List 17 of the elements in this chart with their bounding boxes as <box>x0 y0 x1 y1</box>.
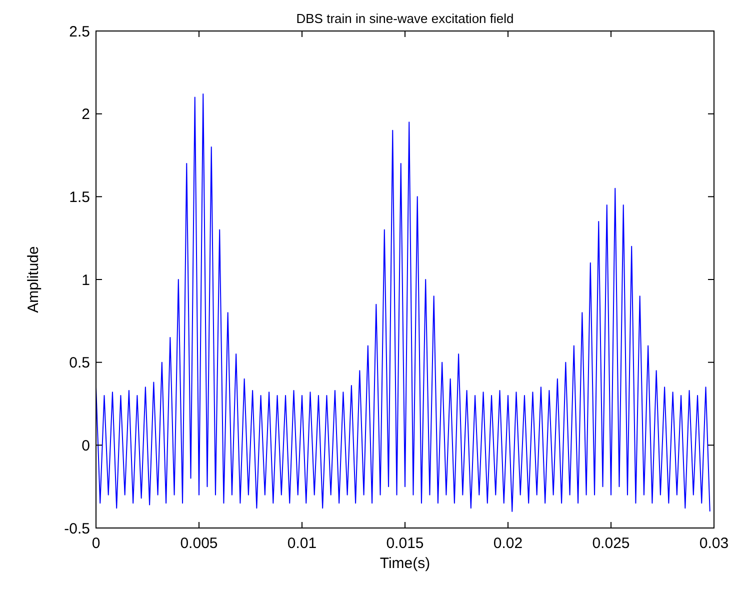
x-tick-label: 0.01 <box>287 535 317 552</box>
line-series <box>96 93 710 512</box>
y-tick-label: -0.5 <box>64 520 90 538</box>
x-tick-label: 0.005 <box>180 535 218 552</box>
y-tick-label: 1 <box>82 272 90 289</box>
y-tick-label: 1.5 <box>69 188 90 206</box>
chart-title: DBS train in sine-wave excitation field <box>296 11 514 26</box>
x-tick-label: 0.025 <box>592 535 630 552</box>
y-tick-label: 2.5 <box>69 23 90 40</box>
y-tick-label: 0.5 <box>69 354 90 372</box>
y-tick-label: 2 <box>82 106 90 124</box>
x-tick-label: 0.015 <box>386 535 424 552</box>
x-tick-label: 0.02 <box>493 535 523 552</box>
y-axis-title: Amplitude <box>25 246 42 313</box>
x-tick-label: 0.03 <box>699 535 729 552</box>
x-axis-title: Time(s) <box>380 555 430 572</box>
y-tick-label: 0 <box>82 437 90 454</box>
